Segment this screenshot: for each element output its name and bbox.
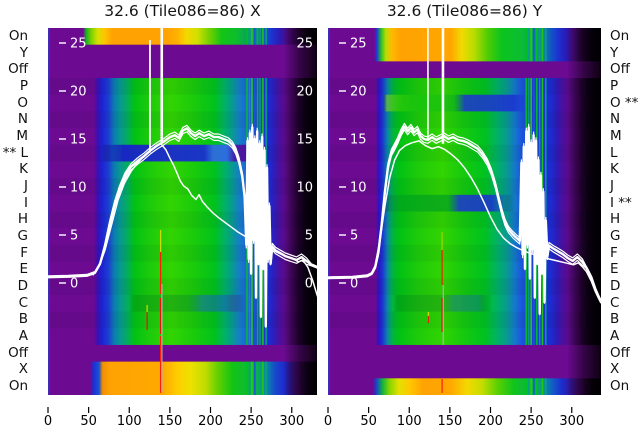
row-labels-right: On Y Off P O ** N M L K J I ** H G F E D C B A Off X On <box>610 0 640 440</box>
row-label-right-18: A <box>610 328 620 345</box>
xtick-label: 150 <box>157 414 182 429</box>
row-label-right-9: J <box>610 177 614 194</box>
row-label-left-5: N <box>17 111 28 128</box>
row-label-left-17: B <box>18 311 28 328</box>
row-label-left-16: C <box>18 294 28 311</box>
panel-y-heatmap: 25 20 15 10 5 0 <box>328 28 601 395</box>
ytick-label-right: 25 <box>296 37 313 52</box>
panel-x-heatmap: 25 20 15 10 5 0 25 20 15 10 5 0 <box>48 28 317 395</box>
ytick-label-right: 5 <box>305 229 313 244</box>
ytick-label: 0 <box>70 277 78 292</box>
xtick-label: 300 <box>559 414 584 429</box>
xtick-label: 300 <box>279 414 304 429</box>
ytick-label-right: 0 <box>305 277 313 292</box>
row-label-left-21: On <box>8 378 28 395</box>
xtick-label: 0 <box>324 414 332 429</box>
row-label-right-1: Y <box>610 44 619 61</box>
row-label-right-21: On <box>610 378 630 395</box>
ytick-label: 20 <box>350 85 367 100</box>
row-label-left-7: ** L <box>2 144 28 161</box>
ytick-label: 15 <box>350 133 367 148</box>
panel-y-title: 32.6 (Tile086=86) Y <box>386 2 543 20</box>
row-label-right-14: E <box>610 261 619 278</box>
edge-fade <box>328 28 601 395</box>
row-label-right-7: L <box>610 144 618 161</box>
ytick-label: 25 <box>350 37 367 52</box>
row-label-right-0: On <box>610 27 630 44</box>
xtick-label: 250 <box>239 414 264 429</box>
row-label-left-0: On <box>8 27 28 44</box>
row-label-left-13: F <box>20 244 28 261</box>
row-label-left-6: M <box>16 127 28 144</box>
ytick-label: 5 <box>350 229 358 244</box>
row-label-right-2: Off <box>610 61 630 78</box>
ytick-label-right: 10 <box>296 181 313 196</box>
bandpass-curve-low <box>92 143 317 298</box>
xtick-label: 0 <box>44 414 52 429</box>
ytick-label-right: 20 <box>296 85 313 100</box>
row-label-left-1: Y <box>19 44 28 61</box>
row-label-right-20: X <box>610 361 620 378</box>
row-label-right-13: F <box>610 244 618 261</box>
row-label-left-4: O <box>17 94 28 111</box>
row-label-right-8: K <box>610 161 619 178</box>
row-label-left-14: E <box>19 261 28 278</box>
bandpass-curve-low <box>369 140 601 304</box>
panel-x-title: 32.6 (Tile086=86) X <box>104 2 261 20</box>
row-label-right-17: B <box>610 311 620 328</box>
ytick-label: 0 <box>350 277 358 292</box>
row-label-right-16: C <box>610 294 620 311</box>
row-label-left-3: P <box>19 77 28 94</box>
row-label-left-19: Off <box>8 344 28 361</box>
xtick-label: 50 <box>360 414 377 429</box>
row-label-right-6: M <box>610 127 622 144</box>
bandpass-curve <box>328 122 601 314</box>
xtick-label: 150 <box>437 414 462 429</box>
ytick-label: 15 <box>70 133 87 148</box>
row-label-right-15: D <box>610 278 621 295</box>
row-label-right-19: Off <box>610 344 630 361</box>
row-label-left-15: D <box>17 278 28 295</box>
row-label-left-18: A <box>18 328 28 345</box>
row-label-right-4: O ** <box>610 94 639 111</box>
xtick-label: 250 <box>519 414 544 429</box>
row-labels-left: On Y Off P O N M ** L K J I H G F E D C B A Off X On <box>0 0 28 440</box>
ytick-label-right: 15 <box>296 133 313 148</box>
edge-fade <box>48 28 317 395</box>
row-label-left-10: I <box>24 194 28 211</box>
ytick-label: 5 <box>70 229 78 244</box>
row-label-left-12: G <box>17 228 28 245</box>
row-label-right-10: I ** <box>610 194 632 211</box>
ytick-label: 10 <box>70 181 87 196</box>
row-label-left-2: Off <box>8 61 28 78</box>
row-label-right-11: H <box>610 211 621 228</box>
row-label-left-9: J <box>24 177 28 194</box>
xtick-label: 50 <box>80 414 97 429</box>
row-label-left-20: X <box>18 361 28 378</box>
xtick-label: 200 <box>478 414 503 429</box>
xtick-label: 100 <box>397 414 422 429</box>
row-label-right-12: G <box>610 228 621 245</box>
row-label-right-5: N <box>610 111 621 128</box>
xtick-label: 100 <box>117 414 142 429</box>
row-label-right-3: P <box>610 77 619 94</box>
bandpass-curve <box>48 130 317 328</box>
ytick-label: 20 <box>70 85 87 100</box>
xtick-label: 200 <box>198 414 223 429</box>
row-label-left-11: H <box>17 211 28 228</box>
ytick-label: 10 <box>350 181 367 196</box>
ytick-label: 25 <box>70 37 87 52</box>
row-label-left-8: K <box>19 161 28 178</box>
